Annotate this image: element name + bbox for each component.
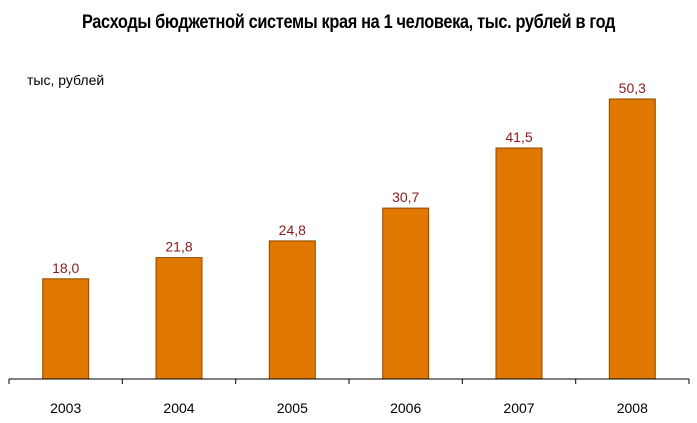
- value-label-2007: 41,5: [505, 129, 532, 145]
- value-label-2008: 50,3: [619, 80, 646, 96]
- value-label-2005: 24,8: [279, 222, 306, 238]
- bar-2007: [495, 147, 543, 380]
- tick-label-2008: 2008: [617, 400, 648, 416]
- bar-2003: [42, 278, 90, 380]
- tick-label-2007: 2007: [503, 400, 534, 416]
- value-label-2003: 18,0: [52, 260, 79, 276]
- tick-label-2004: 2004: [163, 400, 194, 416]
- bar-2008: [608, 98, 656, 380]
- value-label-2006: 30,7: [392, 189, 419, 205]
- bar-2004: [155, 257, 203, 380]
- value-labels: 18,0 21,8 24,8 30,7 41,5 50,3: [52, 80, 646, 276]
- bars-group: [42, 98, 656, 380]
- x-axis: [8, 378, 690, 384]
- tick-label-2005: 2005: [277, 400, 308, 416]
- y-axis-unit-label: тыс, рублей: [27, 72, 105, 88]
- bar-2005: [268, 240, 316, 380]
- value-label-2004: 21,8: [165, 239, 192, 255]
- tick-label-2003: 2003: [50, 400, 81, 416]
- bar-2006: [382, 207, 430, 380]
- tick-label-2006: 2006: [390, 400, 421, 416]
- chart-title: Расходы бюджетной системы края на 1 чело…: [81, 12, 616, 33]
- x-tick-labels: 2003 2004 2005 2006 2007 2008: [50, 400, 648, 416]
